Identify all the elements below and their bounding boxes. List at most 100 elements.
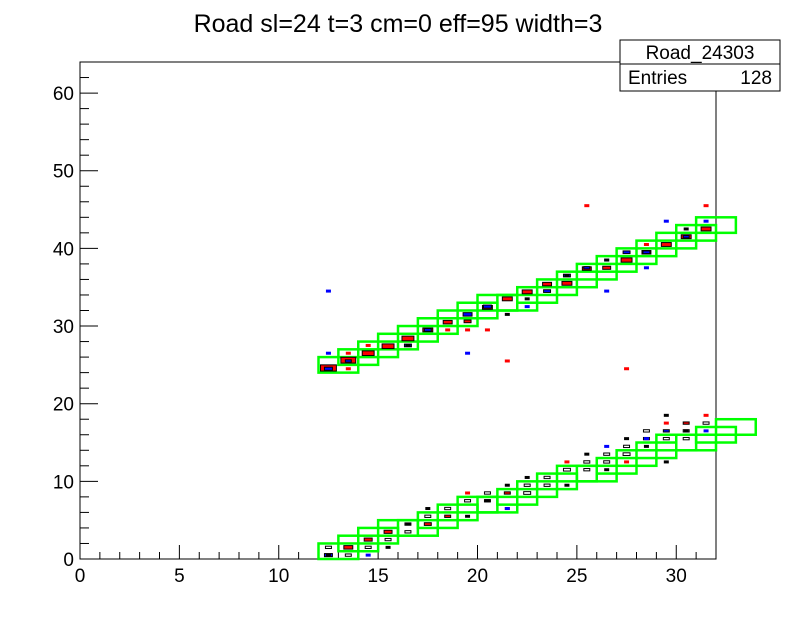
hit-mark-black [564,274,570,278]
hit-mark-black [663,460,669,464]
hit-box-red [700,226,712,232]
hit-mark-blue [643,437,649,441]
hit-mark-red [703,204,709,208]
hit-mark-blue [643,266,649,270]
hit-mark-black [683,227,689,231]
hit-mark-black [524,475,530,479]
hit-box-red [343,545,354,550]
hit-box-empty [583,468,591,472]
hit-box-empty [384,537,392,542]
hit-box-blue [344,359,352,363]
hit-box-red [602,265,612,270]
hit-mark-blue [703,429,709,433]
hit-mark-blue [524,305,530,309]
hit-box-red [561,280,573,286]
hit-box-blue [323,366,333,371]
hit-mark-black [405,522,411,526]
hit-mark-black [465,514,471,518]
stats-box-name: Road_24303 [646,43,755,64]
hit-box-blue [662,429,670,433]
hit-mark-blue [604,289,610,293]
hit-mark-blue [703,219,709,223]
hit-mark-red [465,328,471,332]
hit-mark-red [465,491,471,495]
hit-mark-red [624,367,630,371]
hit-mark-blue [465,351,471,355]
hit-box-red [381,343,395,350]
hit-box-empty [483,491,491,495]
hit-box-red [363,537,373,542]
hit-mark-black [564,483,570,487]
hit-box-red [444,514,452,518]
hit-box-blue [622,250,631,255]
x-tick-label: 20 [467,566,488,587]
hit-box-empty [324,545,332,550]
hit-mark-black [584,452,590,456]
hit-mark-black [643,444,649,448]
hit-box-empty [424,514,432,518]
hit-box-blue [682,235,690,239]
hit-mark-red [345,367,351,371]
hit-box-red [542,281,553,287]
hit-mark-black [604,258,610,262]
hit-box-empty [523,491,532,495]
hit-mark-black [504,483,510,487]
x-tick-label: 10 [268,566,289,587]
road-bin [694,216,738,235]
hit-box-empty [702,421,710,425]
hit-mark-blue [325,351,331,355]
hit-box-red [682,421,690,425]
hit-box-red [521,289,533,295]
stats-box: Road_24303 Entries 128 [619,39,781,92]
hit-mark-red [703,413,709,417]
hit-box-empty [623,444,631,449]
hit-mark-black [325,553,331,557]
hit-box-empty [444,506,452,511]
road-bin [714,417,757,436]
hit-box-empty [543,475,551,480]
hit-mark-blue [504,507,510,511]
y-tick-label: 0 [63,550,74,571]
hit-box-red [401,335,415,342]
hit-box-red [620,257,633,263]
hit-mark-red [584,204,590,208]
hit-box-empty [344,553,352,557]
hit-mark-black [385,545,391,549]
hit-box-empty [523,483,531,487]
hit-mark-black [405,343,411,347]
hit-box-empty [662,436,670,441]
hit-mark-black [663,413,669,417]
hit-mark-red [445,328,451,332]
hit-box-red [463,319,472,324]
plot-frame [79,61,717,560]
hit-mark-red [345,351,351,355]
road-bins [317,216,757,561]
hit-mark-black [504,312,510,316]
hit-mark-black [683,429,689,433]
hit-box-blue [482,304,492,309]
hit-mark-black [484,499,490,503]
hit-box-red [503,491,511,495]
hit-box-empty [603,452,611,456]
hit-box-red [501,296,513,302]
axes: 0 5 10 15 20 25 30 0 10 20 30 40 50 60 [53,61,717,587]
stats-entries-label: Entries [628,68,687,89]
hit-box-red [442,319,453,325]
hit-box-empty [642,429,650,433]
hit-box-empty [464,499,472,503]
y-tick-label: 30 [53,317,74,338]
hit-mark-red [365,343,371,347]
hit-mark-red [663,421,669,425]
hit-box-blue [543,289,552,293]
hit-box-red [383,529,393,534]
chart-title: Road sl=24 t=3 cm=0 eff=95 width=3 [194,10,603,38]
hit-box-empty [603,460,611,464]
hit-mark-blue [325,289,331,293]
y-tick-label: 20 [53,395,74,416]
hit-box-empty [562,467,571,472]
y-tick-label: 10 [53,472,74,493]
hit-box-empty [682,436,690,441]
hit-box-blue [642,250,651,255]
